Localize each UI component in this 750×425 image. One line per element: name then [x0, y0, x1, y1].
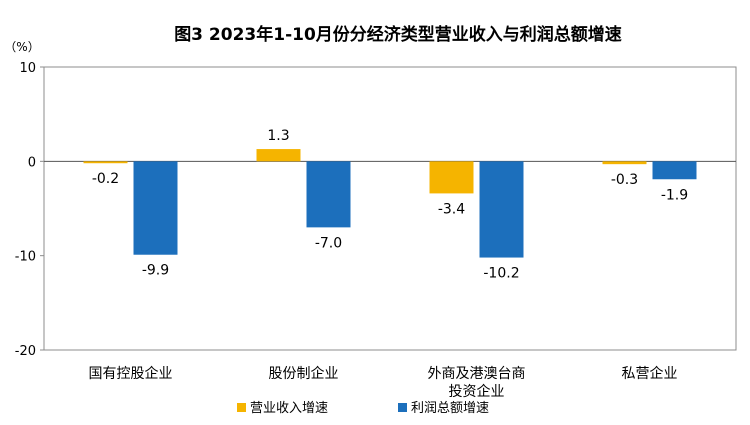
x-category-label: 投资企业 — [449, 383, 505, 400]
bar — [306, 161, 351, 228]
y-tick-label: -20 — [15, 344, 36, 359]
legend-swatch — [398, 403, 407, 412]
data-label: -0.2 — [92, 171, 119, 187]
bar — [83, 161, 128, 164]
data-label: -9.9 — [142, 263, 169, 279]
data-label: -0.3 — [611, 172, 638, 188]
chart-title: 图3 2023年1-10月份分经济类型营业收入与利润总额增速 — [174, 24, 622, 45]
y-tick-label: 0 — [28, 155, 36, 170]
plot-area: 10 0 -10 -20 -0.2 -9.9 国有控股企业 1.3 -7.0 股份制企业 -3.4 -… — [15, 61, 737, 400]
x-category-label: 私营企业 — [622, 365, 678, 382]
x-category-label: 外商及港澳台商 — [428, 366, 526, 382]
y-tick-label: 10 — [19, 61, 36, 76]
data-label: -1.9 — [661, 187, 688, 203]
x-category-label: 国有控股企业 — [89, 365, 173, 382]
legend-label: 利润总额增速 — [411, 401, 489, 416]
bar — [652, 161, 697, 180]
bar — [256, 149, 301, 162]
data-label: -3.4 — [438, 201, 465, 217]
data-label: 1.3 — [267, 128, 289, 144]
legend: 营业收入增速 利润总额增速 — [237, 401, 489, 416]
plot-frame — [43, 66, 737, 351]
legend-swatch — [237, 403, 246, 412]
bar — [133, 161, 178, 255]
data-label: -7.0 — [315, 235, 342, 251]
y-axis-unit: （%） — [4, 40, 39, 54]
y-tick-label: -10 — [15, 250, 36, 265]
bar — [429, 161, 474, 194]
bar — [602, 161, 647, 165]
x-category-label: 股份制企业 — [269, 365, 339, 382]
legend-label: 营业收入增速 — [250, 401, 328, 416]
bar — [479, 161, 524, 258]
data-label: -10.2 — [483, 266, 519, 282]
